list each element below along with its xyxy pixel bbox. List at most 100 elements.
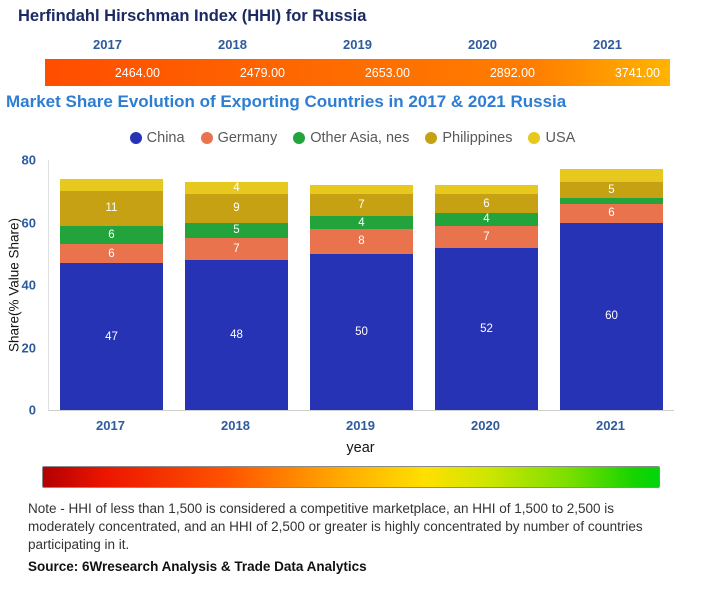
y-tick-0: 0 [28, 402, 36, 418]
hhi-value: 2479.00 [239, 65, 285, 80]
x-tick-2018: 2018 [221, 418, 250, 433]
bar-segment-2019-usa [310, 185, 413, 195]
bar-segment-2017-china: 47 [60, 263, 163, 410]
bar-segment-2019-philippines: 7 [310, 194, 413, 217]
chart-title: Market Share Evolution of Exporting Coun… [6, 92, 567, 111]
x-tick-2017: 2017 [96, 418, 125, 433]
bar-value-label: 7 [483, 230, 490, 243]
stacked-bar-2019: 50 8 4 7 [310, 160, 413, 410]
bar-value-label: 6 [108, 229, 115, 241]
bar-slot-2018: 48 7 5 9 4 [174, 160, 299, 410]
hhi-value: 2464.00 [114, 65, 160, 80]
x-axis-ticks: 2017 2018 2019 2020 2021 [48, 418, 673, 433]
legend-item-other-asia-nes: Other Asia, nes [293, 130, 409, 146]
bar-value-label: 7 [233, 243, 240, 256]
y-tick-40: 40 [21, 277, 36, 293]
legend-swatch [200, 132, 213, 144]
stacked-bar-2020: 52 7 4 6 [435, 160, 538, 410]
stacked-bar-plot: 47 6 6 11 48 7 5 9 4 50 8 4 7 52 7 4 6 60 6 5 [48, 160, 674, 411]
bar-segment-2021-china: 60 [560, 222, 663, 410]
bar-slot-2020: 52 7 4 6 [424, 160, 549, 410]
bar-value-label: 4 [358, 216, 365, 229]
y-tick-80: 80 [21, 152, 36, 168]
y-axis-ticks: 0 20 40 60 80 [0, 153, 42, 418]
bar-value-label: 6 [608, 207, 615, 220]
bar-segment-2019-china: 50 [310, 253, 413, 410]
bar-value-label: 11 [105, 202, 118, 215]
bar-segment-2020-china: 52 [435, 247, 538, 410]
bar-segment-2019-other-asia-nes: 4 [310, 216, 413, 229]
legend-label: China [146, 130, 185, 146]
bar-segment-2021-germany: 6 [560, 203, 663, 223]
hhi-year: 2020 [468, 37, 497, 52]
legend-swatch [528, 132, 541, 144]
hhi-value: 2892.00 [489, 65, 535, 80]
bar-value-label: 48 [230, 329, 243, 341]
bar-segment-2017-other-asia-nes: 6 [60, 225, 163, 245]
legend-item-usa: USA [528, 130, 575, 146]
bar-segment-2021-usa [560, 169, 663, 182]
legend-item-philippines: Philippines [425, 130, 512, 146]
bar-segment-2017-usa [60, 178, 163, 192]
bar-segment-2020-usa [435, 185, 538, 195]
hhi-value: 3741.00 [614, 65, 660, 80]
legend-label: USA [545, 130, 576, 146]
legend-swatch [425, 132, 438, 144]
note-text: Note - HHI of less than 1,500 is conside… [28, 501, 643, 553]
source-text: Source: 6Wresearch Analysis & Trade Data… [28, 559, 367, 574]
bar-segment-2020-philippines: 6 [435, 194, 538, 214]
bar-value-label: 9 [233, 202, 240, 215]
bar-value-label: 5 [233, 224, 240, 237]
y-tick-20: 20 [21, 340, 36, 355]
stacked-bar-2018: 48 7 5 9 4 [185, 160, 288, 410]
bar-segment-2020-other-asia-nes: 4 [435, 213, 538, 226]
stacked-bar-2017: 47 6 6 11 [60, 160, 163, 410]
hhi-value: 2653.00 [364, 65, 410, 80]
bar-segment-2018-other-asia-nes: 5 [185, 222, 288, 239]
bar-segment-2018-usa: 4 [185, 181, 288, 195]
bar-value-label: 4 [233, 182, 240, 195]
hhi-year: 2017 [93, 37, 122, 52]
chart-legend: China Germany Other Asia, nes Philippines US… [0, 130, 705, 146]
legend-item-germany: Germany [200, 130, 278, 146]
bar-value-label: 52 [480, 322, 493, 335]
bar-segment-2018-china: 48 [185, 260, 288, 410]
bar-segment-2020-germany: 7 [435, 225, 538, 248]
hhi-color-scale [42, 466, 660, 488]
bar-value-label: 6 [108, 247, 115, 260]
x-tick-2019: 2019 [346, 418, 375, 433]
hhi-title: Herfindahl Hirschman Index (HHI) for Rus… [18, 7, 367, 25]
hhi-year: 2021 [593, 37, 622, 52]
bar-slot-2019: 50 8 4 7 [299, 160, 424, 410]
hhi-year: 2019 [343, 37, 372, 52]
bar-value-label: 6 [483, 197, 490, 210]
bar-segment-2019-germany: 8 [310, 228, 413, 254]
legend-label: Other Asia, nes [310, 130, 410, 146]
stacked-bar-2021: 60 6 5 [560, 160, 663, 410]
bar-value-label: 8 [358, 235, 365, 248]
y-tick-60: 60 [21, 215, 36, 230]
bar-segment-2017-philippines: 11 [60, 191, 163, 226]
legend-swatch [129, 132, 142, 144]
legend-label: Germany [217, 130, 278, 146]
legend-item-china: China [129, 130, 185, 146]
bar-slot-2021: 60 6 5 [549, 160, 674, 410]
bar-slot-2017: 47 6 6 11 [49, 160, 174, 410]
bar-segment-2017-germany: 6 [60, 244, 163, 264]
bar-segment-2021-other-asia-nes [560, 197, 663, 204]
x-axis-title: year [346, 440, 375, 456]
bar-value-label: 4 [483, 213, 490, 226]
hhi-value-bar: 2464.00 2479.00 2653.00 2892.00 3741.00 [45, 59, 670, 86]
bar-value-label: 60 [605, 310, 618, 323]
x-tick-2021: 2021 [596, 418, 625, 433]
bar-value-label: 50 [355, 325, 368, 338]
legend-label: Philippines [442, 130, 513, 146]
bar-value-label: 5 [608, 183, 615, 196]
bar-segment-2021-philippines: 5 [560, 181, 663, 198]
hhi-years-row: 2017 2018 2019 2020 2021 [45, 37, 670, 52]
x-tick-2020: 2020 [471, 418, 500, 433]
bar-segment-2018-germany: 7 [185, 238, 288, 260]
bar-segment-2018-philippines: 9 [185, 194, 288, 223]
hhi-year: 2018 [218, 37, 247, 52]
